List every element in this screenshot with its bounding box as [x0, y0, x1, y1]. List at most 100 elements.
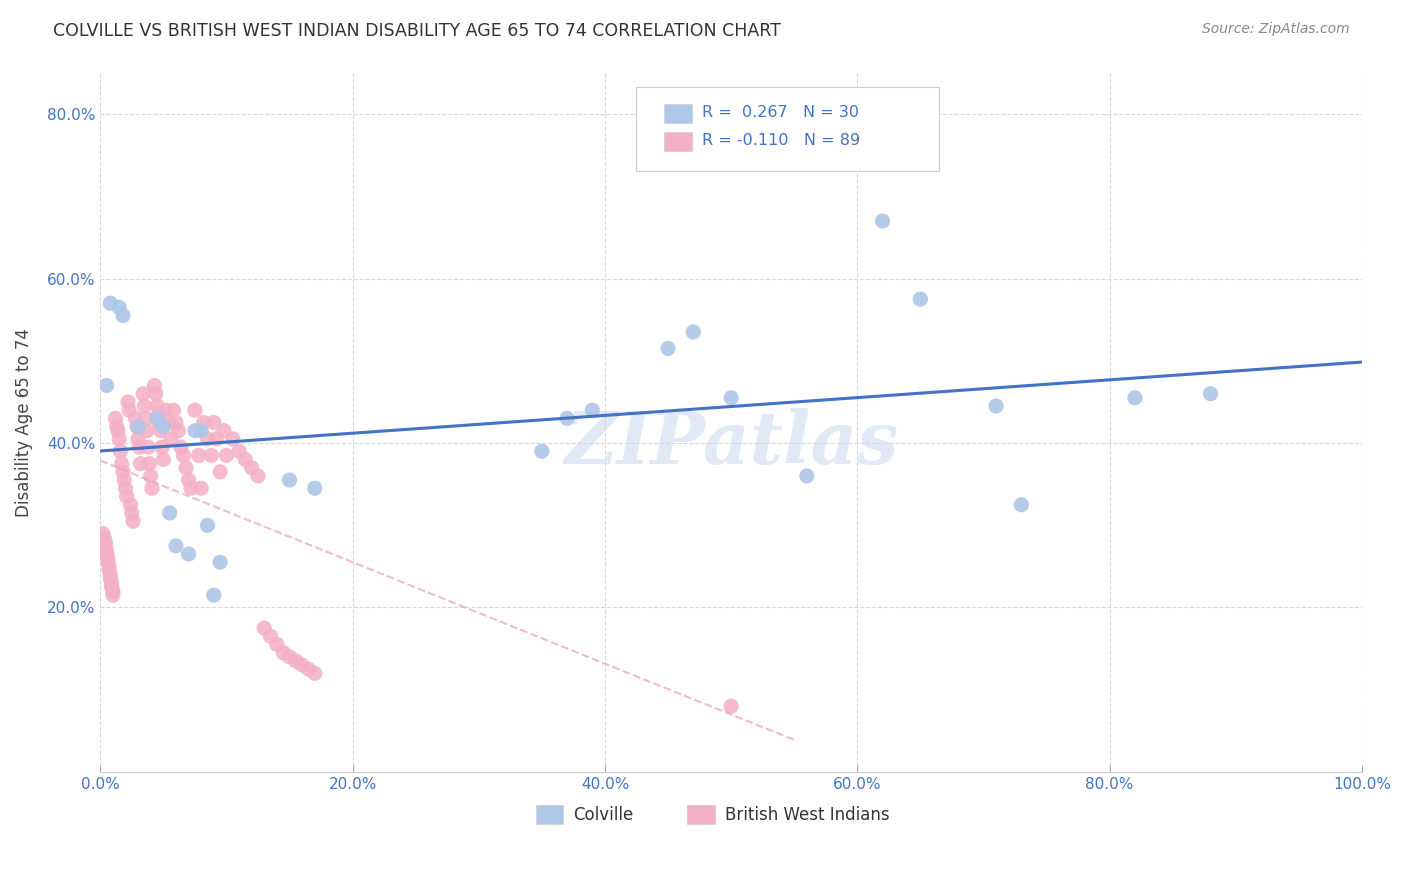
- Point: [149, 424, 172, 438]
- Point: [134, 399, 156, 413]
- Point: [132, 386, 155, 401]
- Text: COLVILLE VS BRITISH WEST INDIAN DISABILITY AGE 65 TO 74 CORRELATION CHART: COLVILLE VS BRITISH WEST INDIAN DISABILI…: [53, 22, 782, 40]
- Point: [200, 449, 222, 463]
- Point: [187, 449, 209, 463]
- Point: [284, 654, 307, 668]
- Point: [159, 506, 181, 520]
- Point: [127, 432, 149, 446]
- Point: [152, 452, 174, 467]
- Point: [118, 403, 141, 417]
- Point: [139, 469, 162, 483]
- Point: [124, 411, 146, 425]
- Point: [135, 411, 157, 425]
- Point: [209, 555, 232, 569]
- Point: [145, 386, 167, 401]
- Point: [190, 424, 212, 438]
- Point: [125, 419, 148, 434]
- Point: [127, 419, 149, 434]
- Point: [121, 506, 143, 520]
- Point: [167, 424, 190, 438]
- Point: [100, 580, 122, 594]
- Point: [129, 457, 152, 471]
- Point: [530, 444, 553, 458]
- Point: [98, 296, 121, 310]
- Point: [266, 638, 288, 652]
- Point: [98, 572, 121, 586]
- Point: [160, 432, 183, 446]
- Point: [205, 432, 228, 446]
- Point: [197, 432, 219, 446]
- Point: [128, 440, 150, 454]
- Point: [202, 416, 225, 430]
- Point: [657, 342, 679, 356]
- Point: [98, 567, 121, 582]
- Point: [1199, 386, 1222, 401]
- Point: [222, 432, 245, 446]
- Point: [114, 481, 136, 495]
- Point: [304, 481, 326, 495]
- Point: [107, 424, 129, 438]
- Point: [111, 457, 134, 471]
- Point: [253, 621, 276, 635]
- Point: [122, 514, 145, 528]
- Point: [581, 403, 603, 417]
- Point: [97, 551, 120, 566]
- Bar: [664, 103, 692, 123]
- Point: [111, 309, 134, 323]
- Point: [136, 440, 159, 454]
- Point: [1010, 498, 1032, 512]
- Point: [190, 481, 212, 495]
- Point: [259, 629, 281, 643]
- Point: [100, 575, 122, 590]
- Point: [174, 460, 197, 475]
- Point: [165, 539, 187, 553]
- Point: [209, 465, 232, 479]
- Point: [98, 564, 121, 578]
- Point: [120, 498, 142, 512]
- Point: [146, 399, 169, 413]
- Point: [148, 407, 170, 421]
- Point: [297, 662, 319, 676]
- Point: [117, 395, 139, 409]
- Point: [110, 444, 132, 458]
- Point: [111, 465, 134, 479]
- Point: [184, 403, 207, 417]
- Point: [796, 469, 818, 483]
- Point: [98, 559, 121, 574]
- Point: [91, 526, 114, 541]
- Point: [240, 460, 263, 475]
- Point: [148, 416, 170, 430]
- Point: [184, 424, 207, 438]
- Point: [291, 658, 314, 673]
- Point: [228, 444, 250, 458]
- Point: [720, 699, 742, 714]
- Bar: [688, 805, 714, 824]
- Point: [162, 403, 184, 417]
- Point: [1123, 391, 1146, 405]
- Point: [246, 469, 269, 483]
- Point: [202, 588, 225, 602]
- Point: [180, 481, 202, 495]
- Point: [150, 440, 173, 454]
- Point: [215, 449, 238, 463]
- Point: [108, 301, 131, 315]
- Point: [105, 419, 128, 434]
- Point: [173, 449, 195, 463]
- Point: [555, 411, 578, 425]
- Point: [304, 666, 326, 681]
- Point: [170, 440, 193, 454]
- Point: [193, 416, 215, 430]
- Point: [278, 473, 301, 487]
- Point: [141, 481, 163, 495]
- Point: [97, 555, 120, 569]
- Bar: [664, 132, 692, 152]
- Point: [165, 416, 187, 430]
- Point: [108, 432, 131, 446]
- Point: [197, 518, 219, 533]
- Point: [682, 325, 704, 339]
- Text: British West Indians: British West Indians: [725, 805, 890, 823]
- Point: [177, 547, 200, 561]
- Point: [115, 490, 138, 504]
- Point: [143, 378, 166, 392]
- Point: [212, 424, 235, 438]
